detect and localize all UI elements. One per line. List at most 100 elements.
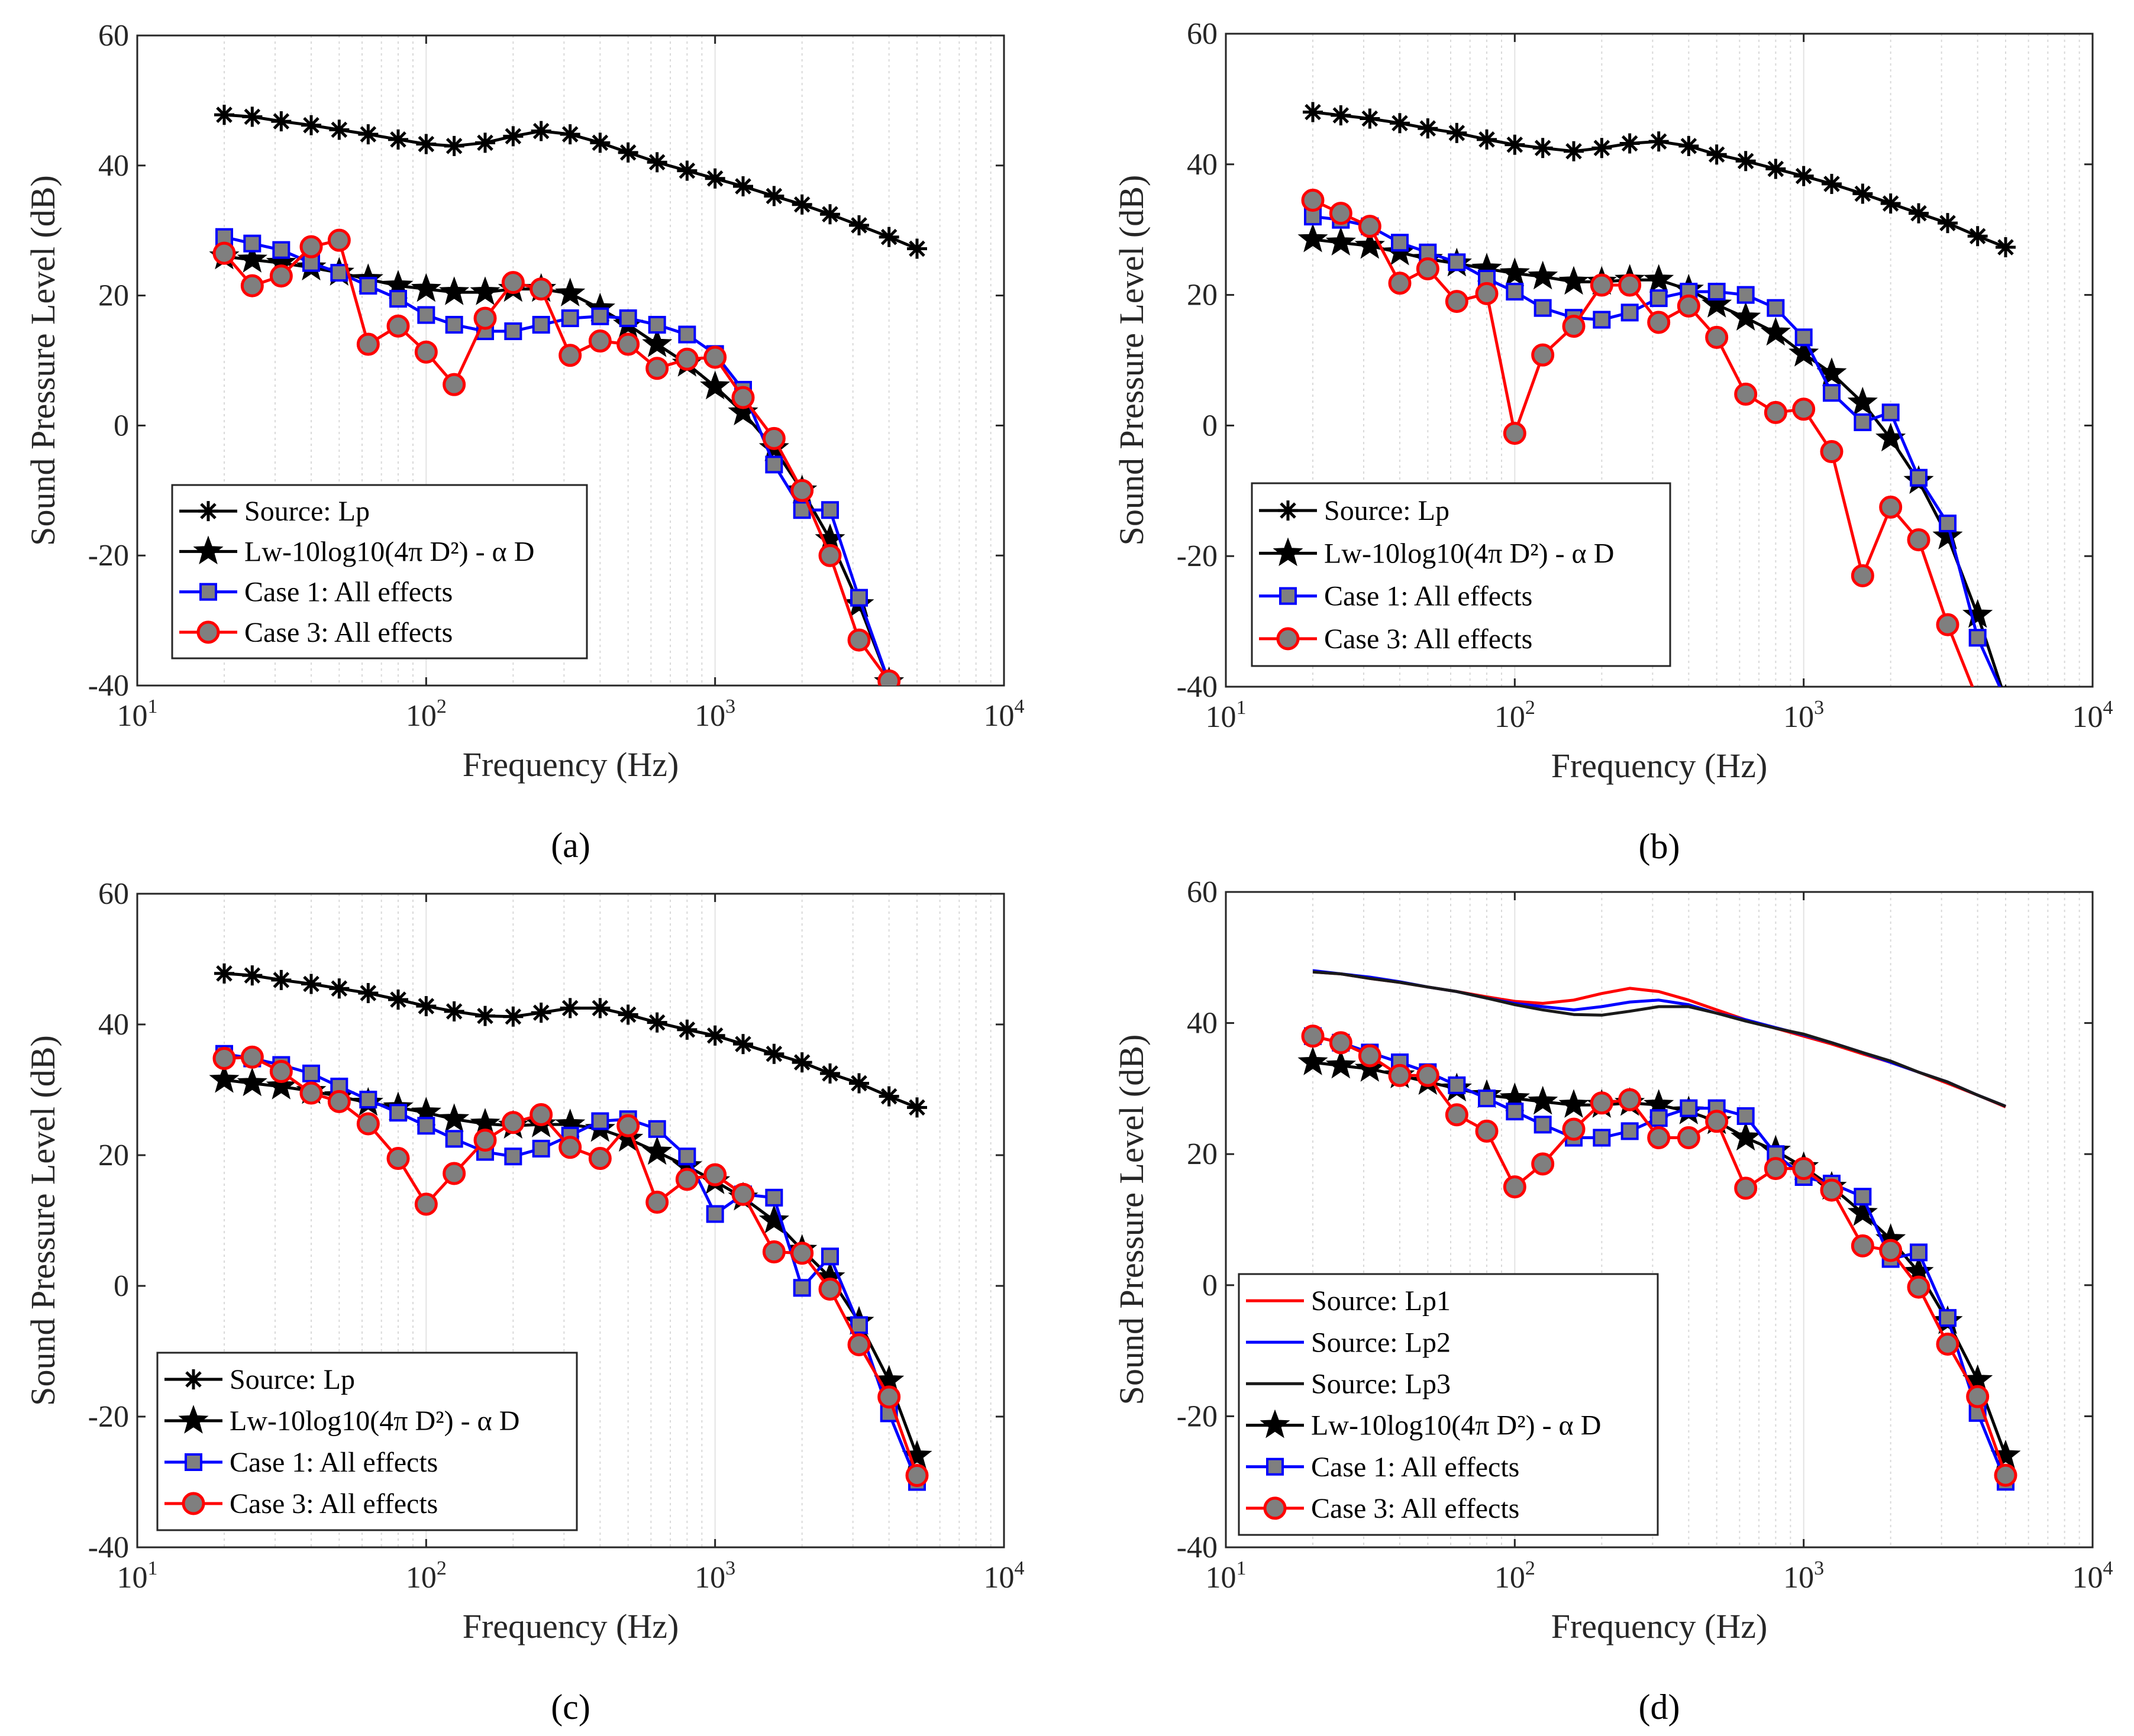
data-point bbox=[531, 121, 551, 141]
x-tick-label: 101 bbox=[1206, 1557, 1247, 1595]
data-point bbox=[269, 1060, 293, 1084]
data-point bbox=[675, 347, 699, 371]
data-point bbox=[532, 1139, 550, 1158]
data-point bbox=[1909, 1243, 1928, 1262]
data-point bbox=[1562, 1117, 1586, 1141]
series-4 bbox=[1301, 189, 1988, 710]
data-point bbox=[1880, 193, 1901, 214]
x-axis-label: Frequency (Hz) bbox=[463, 745, 679, 784]
data-point bbox=[616, 332, 640, 356]
data-point bbox=[1391, 234, 1409, 252]
data-point bbox=[677, 1019, 698, 1040]
data-point bbox=[1936, 613, 1959, 636]
data-point bbox=[1590, 1091, 1613, 1115]
data-point bbox=[847, 1333, 871, 1356]
data-point bbox=[1908, 203, 1929, 224]
data-point bbox=[356, 1112, 380, 1136]
data-point bbox=[445, 1130, 463, 1148]
data-point bbox=[1478, 1090, 1496, 1108]
data-point bbox=[1528, 1085, 1558, 1115]
data-point bbox=[560, 124, 580, 145]
y-tick-label: 0 bbox=[1202, 1269, 1218, 1302]
data-point bbox=[1390, 113, 1410, 134]
data-point bbox=[271, 111, 292, 132]
legend-marker bbox=[185, 1453, 202, 1471]
data-point bbox=[1852, 183, 1873, 204]
data-point bbox=[1325, 227, 1356, 256]
data-point bbox=[414, 340, 438, 364]
x-tick-label: 102 bbox=[1494, 1557, 1535, 1595]
legend-item: Lw-10log10(4π D²) - α D bbox=[1246, 1409, 1601, 1441]
data-point bbox=[558, 1136, 582, 1159]
series-3 bbox=[1304, 208, 2001, 687]
data-point bbox=[648, 316, 666, 334]
data-point bbox=[327, 1090, 351, 1113]
data-point bbox=[530, 277, 553, 301]
data-point bbox=[1939, 1309, 1957, 1327]
legend: Source: Lp1 Source: Lp2 Source: Lp3 Lw-10lo… bbox=[1238, 1273, 1659, 1536]
legend-box bbox=[171, 484, 588, 660]
data-point bbox=[590, 132, 611, 153]
data-point bbox=[1593, 1129, 1611, 1147]
data-point bbox=[389, 290, 408, 308]
plot-frame bbox=[136, 34, 1005, 687]
data-point bbox=[1301, 1024, 1325, 1048]
data-point bbox=[1388, 1063, 1412, 1087]
data-point bbox=[558, 344, 582, 367]
data-point bbox=[1939, 515, 1957, 532]
data-point bbox=[1734, 1176, 1758, 1200]
panel-label: (d) bbox=[1639, 1687, 1680, 1727]
data-point bbox=[1792, 397, 1816, 421]
legend-item: Case 3: All effects bbox=[1246, 1493, 1519, 1524]
data-point bbox=[1936, 1333, 1959, 1356]
data-point bbox=[1618, 1088, 1642, 1111]
data-point bbox=[847, 628, 871, 652]
legend-item: Lw-10log10(4π D²) - α D bbox=[179, 535, 534, 567]
data-point bbox=[1879, 495, 1903, 519]
legend-box bbox=[156, 1352, 578, 1531]
data-point bbox=[301, 974, 322, 994]
data-point bbox=[706, 1205, 724, 1223]
data-point bbox=[1968, 629, 1987, 647]
data-point bbox=[591, 307, 609, 325]
data-point bbox=[1503, 422, 1526, 445]
data-point bbox=[209, 1064, 240, 1093]
data-point bbox=[1760, 316, 1791, 346]
data-point bbox=[613, 1123, 644, 1152]
legend: Source: Lp Lw-10log10(4π D²) - α D Case 1:… bbox=[171, 484, 588, 660]
plot-area bbox=[1297, 102, 2016, 710]
data-point bbox=[439, 1103, 470, 1132]
plot-frame bbox=[1225, 33, 2094, 688]
data-point bbox=[818, 1278, 842, 1301]
legend-label: Case 3: All effects bbox=[1324, 623, 1532, 655]
data-point bbox=[299, 235, 323, 258]
data-point bbox=[790, 1242, 814, 1265]
data-point bbox=[1503, 1175, 1526, 1199]
data-point bbox=[849, 1073, 870, 1094]
y-tick-label: -40 bbox=[1177, 1531, 1218, 1564]
data-point bbox=[243, 234, 261, 253]
legend-label: Case 1: All effects bbox=[230, 1447, 438, 1478]
series-line bbox=[1312, 970, 2006, 1108]
data-point bbox=[501, 1111, 525, 1134]
data-point bbox=[501, 271, 525, 295]
x-axis-label: Frequency (Hz) bbox=[463, 1607, 679, 1646]
y-tick-label: -20 bbox=[1177, 539, 1218, 573]
data-point bbox=[561, 309, 579, 328]
data-point bbox=[302, 1064, 321, 1082]
x-axis-label: Frequency (Hz) bbox=[1551, 746, 1768, 785]
data-point bbox=[645, 357, 669, 380]
data-point bbox=[416, 134, 437, 154]
data-point bbox=[765, 1188, 783, 1207]
data-point bbox=[1995, 237, 2016, 258]
data-point bbox=[439, 276, 470, 305]
y-tick-label: -20 bbox=[88, 539, 129, 573]
data-point bbox=[906, 238, 927, 259]
data-point bbox=[470, 276, 501, 305]
legend-item: Source: Lp bbox=[1259, 495, 1449, 526]
data-point bbox=[1968, 690, 1988, 710]
data-point bbox=[416, 996, 437, 1017]
data-point bbox=[359, 1091, 377, 1109]
data-point bbox=[618, 1004, 638, 1025]
data-point bbox=[1821, 173, 1842, 194]
